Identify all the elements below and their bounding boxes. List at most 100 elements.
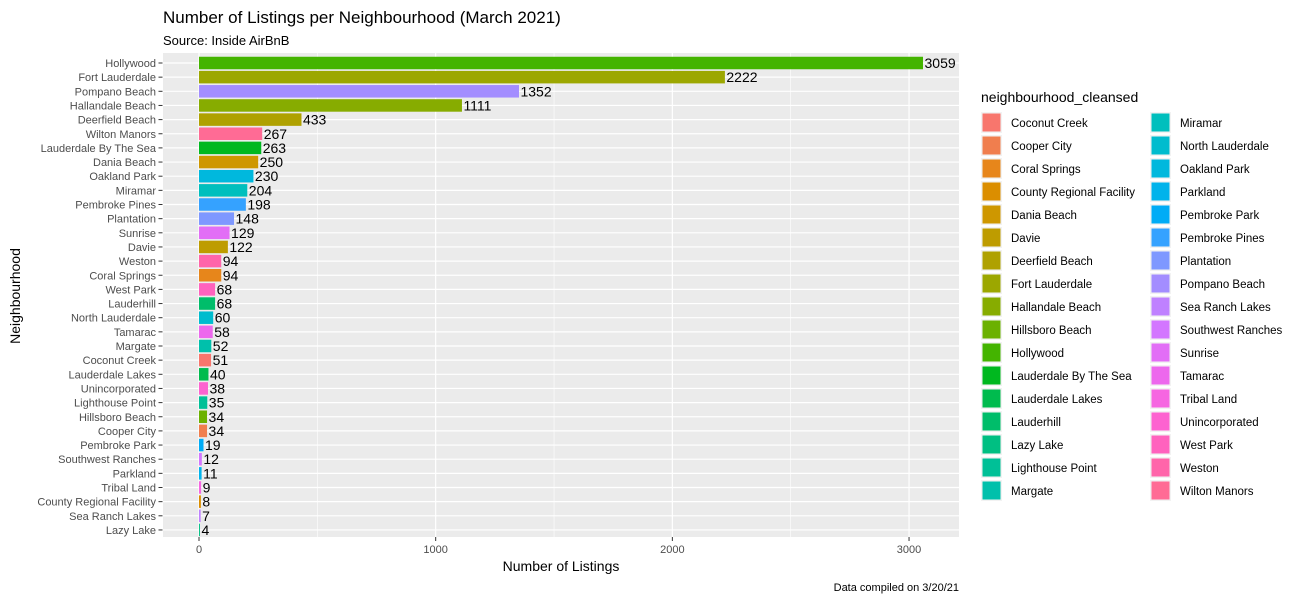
bar <box>199 141 262 155</box>
legend-item: Fort Lauderdale <box>981 273 1092 294</box>
bar <box>199 452 202 466</box>
y-tick-label: Tamarac <box>114 327 157 339</box>
legend-label: Plantation <box>1180 256 1231 268</box>
legend-item: Unincorporated <box>1150 411 1259 432</box>
legend-label: Lazy Lake <box>1011 440 1063 452</box>
legend-swatch <box>1151 205 1170 224</box>
legend-swatch <box>1151 274 1170 293</box>
bar <box>199 184 248 197</box>
bar <box>199 467 202 480</box>
legend-label: Hollywood <box>1011 348 1064 360</box>
legend-swatch <box>982 205 1001 224</box>
y-tick-label: Dania Beach <box>93 157 156 169</box>
legend-title: neighbourhood_cleansed <box>981 89 1138 105</box>
bar-value-label: 12 <box>203 451 219 467</box>
legend-swatch <box>982 182 1001 201</box>
legend-item: Pembroke Park <box>1150 204 1260 225</box>
legend-item: Lauderdale By The Sea <box>981 365 1132 386</box>
bar <box>199 169 254 183</box>
y-tick-label: Lauderhill <box>108 299 156 311</box>
y-tick-label: Fort Lauderdale <box>78 72 156 84</box>
legend-item: County Regional Facility <box>981 181 1135 202</box>
legend-item: Tamarac <box>1150 365 1224 386</box>
bar <box>199 198 246 211</box>
legend-item: Hollywood <box>981 342 1064 363</box>
legend-label: Parkland <box>1180 187 1225 199</box>
bar-value-label: 38 <box>209 380 225 396</box>
bar-value-label: 94 <box>223 253 239 269</box>
bar-value-label: 198 <box>247 197 271 213</box>
legend-swatch <box>1151 113 1170 132</box>
legend-swatch <box>1151 412 1170 431</box>
legend-swatch <box>982 136 1001 155</box>
x-tick-label: 2000 <box>660 544 684 556</box>
bar-value-label: 58 <box>214 324 230 340</box>
x-tick-label: 1000 <box>423 544 447 556</box>
legend-swatch <box>1151 159 1170 178</box>
bar <box>199 523 200 537</box>
legend-item: Sunrise <box>1150 342 1219 363</box>
bar-value-label: 4 <box>201 522 209 538</box>
legend-item: Deerfield Beach <box>981 250 1093 271</box>
y-tick-label: Plantation <box>107 214 156 226</box>
legend-item: Hillsboro Beach <box>981 319 1092 340</box>
legend-item: West Park <box>1150 434 1233 455</box>
legend-label: County Regional Facility <box>1011 187 1135 199</box>
legend-label: Unincorporated <box>1180 417 1259 429</box>
y-tick-label: Davie <box>128 242 156 254</box>
y-tick-label: Southwest Ranches <box>58 454 156 466</box>
bar <box>199 368 209 381</box>
legend-label: Margate <box>1011 486 1053 498</box>
y-tick-label: Hallandale Beach <box>70 100 156 112</box>
bar-value-label: 60 <box>215 310 231 326</box>
legend-item: Parkland <box>1150 181 1225 202</box>
bar-value-label: 122 <box>229 239 253 255</box>
bar-value-label: 204 <box>249 182 273 198</box>
bar <box>199 382 208 395</box>
y-tick-label: Lauderdale By The Sea <box>41 143 157 155</box>
bar-value-label: 7 <box>202 508 210 524</box>
legend-item: Lighthouse Point <box>981 457 1097 478</box>
legend-item: Sea Ranch Lakes <box>1150 296 1271 317</box>
legend-item: Pompano Beach <box>1150 273 1265 294</box>
x-axis-label: Number of Listings <box>503 558 620 574</box>
y-tick-label: Lazy Lake <box>106 525 156 537</box>
bar-value-label: 267 <box>264 126 288 142</box>
bar-value-label: 34 <box>209 409 225 425</box>
bar <box>199 325 213 339</box>
legend-item: Plantation <box>1150 250 1231 271</box>
x-axis-tick-labels: 0 1000 2000 3000 <box>196 537 921 556</box>
legend-label: Wilton Manors <box>1180 486 1254 498</box>
legend-label: Pembroke Pines <box>1180 233 1265 245</box>
bar <box>199 424 208 438</box>
y-axis-tick-labels: Hollywood Fort Lauderdale Pompano Beach Hal… <box>37 58 163 537</box>
legend-swatch <box>982 481 1001 500</box>
bar-value-label: 34 <box>209 423 225 439</box>
bar <box>199 226 230 240</box>
bar-value-label: 1111 <box>463 97 491 113</box>
bar-value-label: 35 <box>209 395 225 411</box>
legend-item: Oakland Park <box>1150 158 1250 179</box>
bar <box>199 481 202 494</box>
x-tick-label: 3000 <box>897 544 921 556</box>
bar <box>199 254 222 268</box>
legend-swatch <box>982 389 1001 408</box>
y-tick-label: Sea Ranch Lakes <box>69 511 156 523</box>
bar-value-label: 129 <box>231 225 255 241</box>
legend-label: Pompano Beach <box>1180 279 1265 291</box>
bar <box>199 297 216 310</box>
legend-swatch <box>1151 481 1170 500</box>
legend-swatch <box>1151 389 1170 408</box>
legend-label: Lauderdale By The Sea <box>1011 371 1132 383</box>
legend-label: North Lauderdale <box>1180 141 1269 153</box>
legend-label: Hillsboro Beach <box>1011 325 1092 337</box>
bar <box>199 155 259 169</box>
legend-swatch <box>982 458 1001 477</box>
legend-label: Sunrise <box>1180 348 1219 360</box>
legend-swatch <box>982 228 1001 247</box>
chart-caption: Data compiled on 3/20/21 <box>834 582 959 594</box>
y-tick-label: Miramar <box>116 185 157 197</box>
y-axis-label: Neighbourhood <box>7 248 23 344</box>
legend-swatch <box>1151 297 1170 316</box>
